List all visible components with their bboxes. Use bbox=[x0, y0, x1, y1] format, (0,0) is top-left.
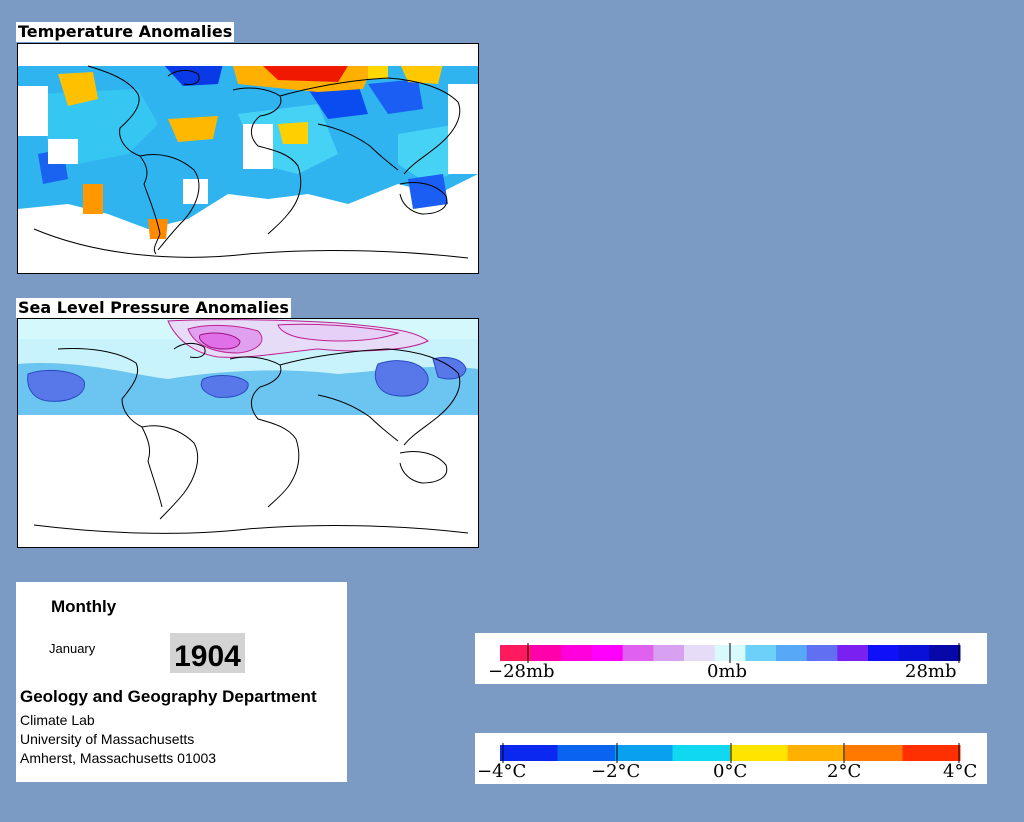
pressure-anomaly-map bbox=[17, 318, 479, 548]
temperature-swatch-4 bbox=[730, 745, 788, 761]
temperature-colorbar bbox=[500, 743, 961, 763]
temperature-swatch-3 bbox=[672, 745, 731, 761]
pressure-swatch-13 bbox=[898, 645, 930, 661]
frequency-label: Monthly bbox=[51, 597, 117, 616]
temperature-legend-label-minus4: −4°C bbox=[477, 761, 527, 782]
temperature-swatch-7 bbox=[902, 745, 961, 761]
temperature-map-title: Temperature Anomalies bbox=[16, 22, 235, 42]
temperature-legend-label-plus2: 2°C bbox=[827, 761, 862, 782]
pressure-legend-min-label: −28mb bbox=[488, 661, 555, 682]
pressure-swatch-1 bbox=[530, 645, 562, 661]
pressure-swatch-5 bbox=[653, 645, 685, 661]
address-line: Amherst, Massachusetts 01003 bbox=[20, 750, 217, 766]
temperature-legend-label-plus4: 4°C bbox=[943, 761, 978, 782]
temperature-anomaly-map bbox=[17, 43, 479, 274]
year-display: 1904 bbox=[170, 633, 245, 673]
pressure-swatch-2 bbox=[561, 645, 593, 661]
pressure-swatch-12 bbox=[868, 645, 900, 661]
pressure-legend-zero-label: 0mb bbox=[707, 661, 748, 682]
pressure-swatch-0 bbox=[500, 645, 532, 661]
temperature-swatch-0 bbox=[500, 745, 558, 761]
temperature-legend-label-minus2: −2°C bbox=[591, 761, 641, 782]
pressure-colorbar bbox=[500, 643, 961, 663]
temperature-legend: −4°C −2°C 0°C 2°C 4°C bbox=[475, 733, 987, 784]
pressure-legend: −28mb 0mb 28mb bbox=[475, 633, 987, 684]
temperature-swatch-5 bbox=[787, 745, 846, 761]
pressure-legend-max-label: 28mb bbox=[905, 661, 957, 682]
pressure-swatch-11 bbox=[837, 645, 869, 661]
pressure-swatch-9 bbox=[776, 645, 808, 661]
pressure-anomaly-field bbox=[18, 319, 478, 547]
university-name: University of Massachusetts bbox=[20, 731, 195, 747]
pressure-map-title: Sea Level Pressure Anomalies bbox=[16, 298, 291, 318]
month-label: January bbox=[49, 641, 96, 656]
temperature-swatch-2 bbox=[615, 745, 673, 761]
lab-name: Climate Lab bbox=[20, 712, 95, 728]
pressure-swatch-14 bbox=[929, 645, 961, 661]
temperature-anomaly-field bbox=[18, 44, 478, 273]
temperature-swatch-1 bbox=[557, 745, 616, 761]
pressure-swatch-10 bbox=[806, 645, 838, 661]
temperature-swatch-6 bbox=[845, 745, 903, 761]
pressure-swatch-6 bbox=[684, 645, 716, 661]
department-name: Geology and Geography Department bbox=[20, 687, 317, 706]
pressure-swatch-3 bbox=[592, 645, 624, 661]
info-panel: Monthly January 1904 Geology and Geograp… bbox=[16, 582, 347, 782]
pressure-swatch-4 bbox=[622, 645, 654, 661]
temperature-legend-label-zero: 0°C bbox=[713, 761, 748, 782]
pressure-swatch-8 bbox=[745, 645, 777, 661]
